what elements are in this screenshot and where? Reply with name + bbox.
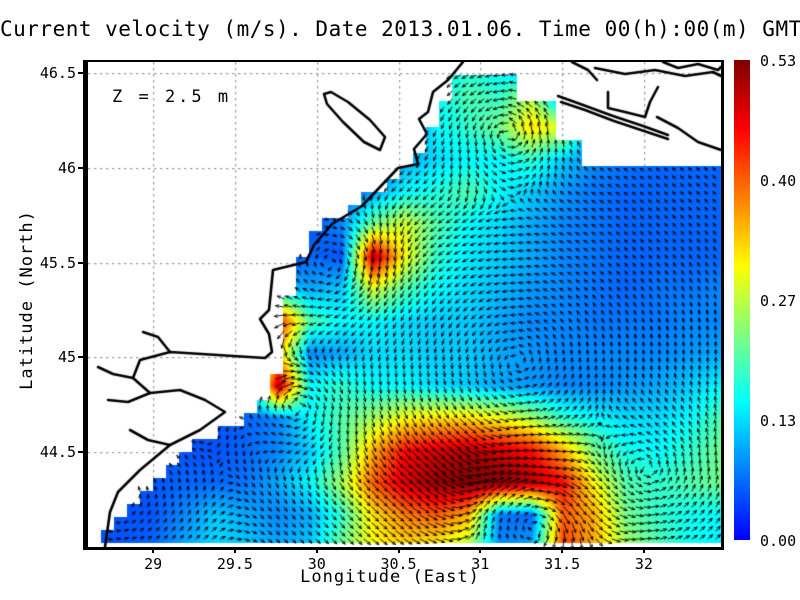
- x-tick-label: 31.5: [544, 555, 581, 573]
- y-tick-mark: [78, 71, 83, 74]
- depth-annotation: Z = 2.5 m: [112, 87, 232, 107]
- y-tick-mark: [78, 451, 83, 454]
- y-tick-label: 46.5: [39, 63, 76, 82]
- figure-title: Current velocity (m/s). Date 2013.01.06.…: [0, 17, 800, 41]
- y-tick-mark: [78, 356, 83, 359]
- colorbar-gradient: [734, 60, 750, 540]
- x-tick-label: 29.5: [216, 555, 253, 573]
- x-tick-label: 32: [634, 555, 653, 573]
- y-tick-label: 45: [57, 348, 76, 367]
- colorbar-tick-label: 0.40: [760, 172, 797, 190]
- x-tick-mark: [561, 548, 564, 553]
- colorbar-tick-label: 0.53: [760, 52, 797, 70]
- y-tick-label: 46: [57, 158, 76, 177]
- x-axis-label: Longitude (East): [300, 567, 480, 587]
- plot-area: [83, 60, 724, 550]
- x-tick-label: 30.5: [380, 555, 417, 573]
- colorbar-tick-label: 0.27: [760, 292, 797, 310]
- y-tick-mark: [78, 261, 83, 264]
- x-tick-mark: [233, 548, 236, 553]
- colorbar-tick-label: 0.13: [760, 412, 797, 430]
- colorbar-tick-label: 0.00: [760, 532, 797, 550]
- x-tick-mark: [397, 548, 400, 553]
- x-tick-mark: [315, 548, 318, 553]
- velocity-map-canvas: [88, 62, 721, 547]
- x-tick-mark: [642, 548, 645, 553]
- y-tick-label: 45.5: [39, 253, 76, 272]
- x-tick-mark: [152, 548, 155, 553]
- x-tick-mark: [479, 548, 482, 553]
- x-tick-label: 30: [307, 555, 326, 573]
- y-tick-mark: [78, 166, 83, 169]
- y-tick-label: 44.5: [39, 443, 76, 462]
- x-tick-label: 31: [471, 555, 490, 573]
- x-tick-label: 29: [144, 555, 163, 573]
